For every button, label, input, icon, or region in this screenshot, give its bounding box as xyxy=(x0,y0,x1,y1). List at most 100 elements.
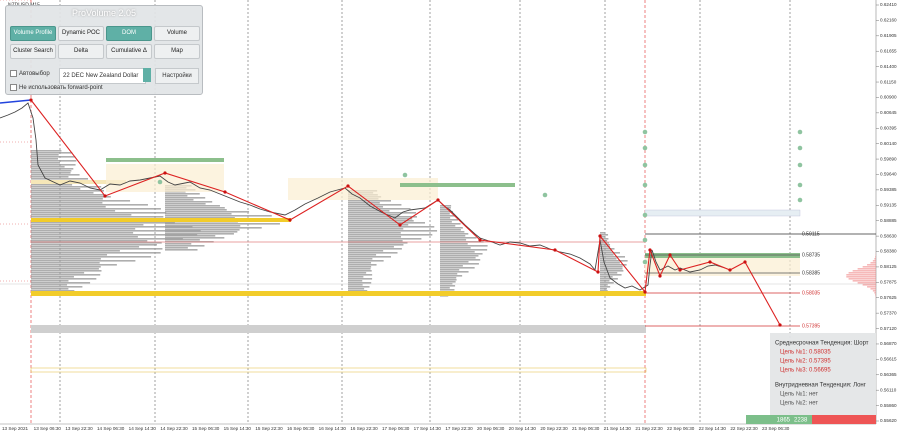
volume-profile-bar xyxy=(165,231,238,233)
info-box xyxy=(770,333,876,415)
price-axis-label: 0.56110 xyxy=(880,387,897,392)
zigzag-point xyxy=(668,253,672,257)
volume-profile-bar xyxy=(31,150,62,152)
level-band xyxy=(31,180,126,184)
volume-profile-bar xyxy=(348,288,365,290)
sell-count: 2238 xyxy=(794,418,808,424)
volume-profile-bar xyxy=(440,245,488,247)
volume-profile-bar xyxy=(31,206,106,208)
zigzag-point xyxy=(708,260,712,264)
volume-profile-bar xyxy=(165,227,262,229)
density-bar xyxy=(846,274,876,276)
zigzag-point xyxy=(648,248,652,252)
marker-dot xyxy=(642,212,648,218)
volume-profile-bar xyxy=(165,223,280,225)
marker-dot xyxy=(797,145,803,151)
button[interactable]: Cumulative Δ xyxy=(106,44,152,59)
price-axis-label: 0.62410 xyxy=(880,2,897,7)
info-heading: Среднесрочная Тенденция: Шорт xyxy=(775,341,869,347)
marker-dot xyxy=(157,179,163,185)
checkbox[interactable]: Автовыбор xyxy=(10,70,50,77)
volume-profile-bar xyxy=(348,278,373,280)
volume-profile-bar xyxy=(31,240,148,242)
density-bar xyxy=(848,278,876,280)
volume-profile-bar xyxy=(31,254,108,256)
buy-count: 1865 xyxy=(777,418,791,424)
time-axis-label: 22 Sep 14:30 xyxy=(699,426,727,431)
time-axis-label: 21 Sep 22:30 xyxy=(635,426,663,431)
volume-profile-bar xyxy=(440,211,453,213)
button[interactable]: Map xyxy=(154,44,200,59)
volume-profile-bar xyxy=(31,202,103,204)
volume-profile-bar xyxy=(31,170,72,172)
volume-profile-bar xyxy=(31,156,76,158)
time-axis-label: 13 Sep 22:30 xyxy=(65,426,93,431)
volume-profile-bar xyxy=(600,236,606,238)
price-axis-label: 0.59640 xyxy=(880,172,897,177)
level-label: 0.58035 xyxy=(802,290,820,296)
density-bar xyxy=(862,266,876,268)
volume-profile-bar xyxy=(348,258,373,260)
settings-button[interactable]: Настройки xyxy=(155,68,199,84)
volume-profile-bar xyxy=(348,262,372,264)
density-bar xyxy=(874,292,876,294)
price-axis-label: 0.58630 xyxy=(880,233,897,238)
marker-dot xyxy=(642,145,648,151)
volume-profile-bar xyxy=(600,290,608,292)
marker-dot xyxy=(642,129,648,135)
volume-profile-bar xyxy=(31,188,81,190)
volume-profile-bar xyxy=(440,243,468,245)
volume-profile-bar xyxy=(348,284,363,286)
density-bar xyxy=(867,264,876,266)
volume-profile-bar xyxy=(165,203,206,205)
volume-profile-bar xyxy=(31,258,101,260)
button[interactable]: Dynamic POC xyxy=(58,26,104,41)
volume-profile-bar xyxy=(31,252,161,254)
price-axis-label: 0.58885 xyxy=(880,218,897,223)
time-axis-label: 13 Sep 2021 xyxy=(2,426,29,431)
time-axis-label: 15 Sep 06:30 xyxy=(192,426,220,431)
volume-profile-bar xyxy=(31,228,136,230)
time-axis-label: 21 Sep 06:30 xyxy=(572,426,600,431)
volume-profile-bar xyxy=(600,284,608,286)
button[interactable]: DOM xyxy=(106,26,152,41)
zigzag-point xyxy=(728,268,732,272)
volume-profile-bar xyxy=(31,278,97,280)
volume-profile-bar xyxy=(440,229,461,231)
volume-profile-bar xyxy=(31,290,75,292)
zigzag-point xyxy=(678,268,682,272)
volume-profile-bar xyxy=(165,205,220,207)
zigzag-point xyxy=(436,198,440,202)
checkbox[interactable]: Не использовать forward-point xyxy=(10,84,103,91)
dropdown-arrow[interactable] xyxy=(143,68,151,82)
button[interactable]: Volume Profile xyxy=(10,26,56,41)
volume-profile-bar xyxy=(348,256,392,258)
button[interactable]: Volume xyxy=(154,26,200,41)
volume-profile-bar xyxy=(31,152,73,154)
density-bar xyxy=(857,282,876,284)
time-axis-label: 14 Sep 14:30 xyxy=(129,426,157,431)
volume-profile-bar xyxy=(600,276,613,278)
volume-profile-bar xyxy=(31,166,65,168)
instrument-dropdown[interactable]: 22 DEC New Zealand Dollar xyxy=(59,68,146,84)
price-axis-label: 0.56615 xyxy=(880,357,897,362)
volume-profile-bar xyxy=(165,209,227,211)
volume-profile-bar xyxy=(165,249,198,251)
volume-profile-bar xyxy=(31,196,111,198)
time-axis-label: 22 Sep 06:30 xyxy=(667,426,695,431)
volume-profile-bar xyxy=(31,256,152,258)
volume-profile-bar xyxy=(165,211,250,213)
provolume-panel: ProVolume 2.05 Volume Profile Dynamic PO… xyxy=(5,5,203,95)
volume-profile-bar xyxy=(31,186,102,188)
volume-profile-bar xyxy=(165,243,192,245)
volume-profile-bar xyxy=(440,231,465,233)
button[interactable]: Cluster Search xyxy=(10,44,56,59)
marker-dot xyxy=(402,172,408,178)
time-axis-label: 17 Sep 22:30 xyxy=(445,426,473,431)
volume-profile-bar xyxy=(348,272,367,274)
zigzag-point xyxy=(743,260,747,264)
volume-profile-bar xyxy=(348,270,372,272)
price-axis-bg xyxy=(876,0,900,435)
button[interactable]: Delta xyxy=(58,44,104,59)
volume-profile-bar xyxy=(348,228,404,230)
